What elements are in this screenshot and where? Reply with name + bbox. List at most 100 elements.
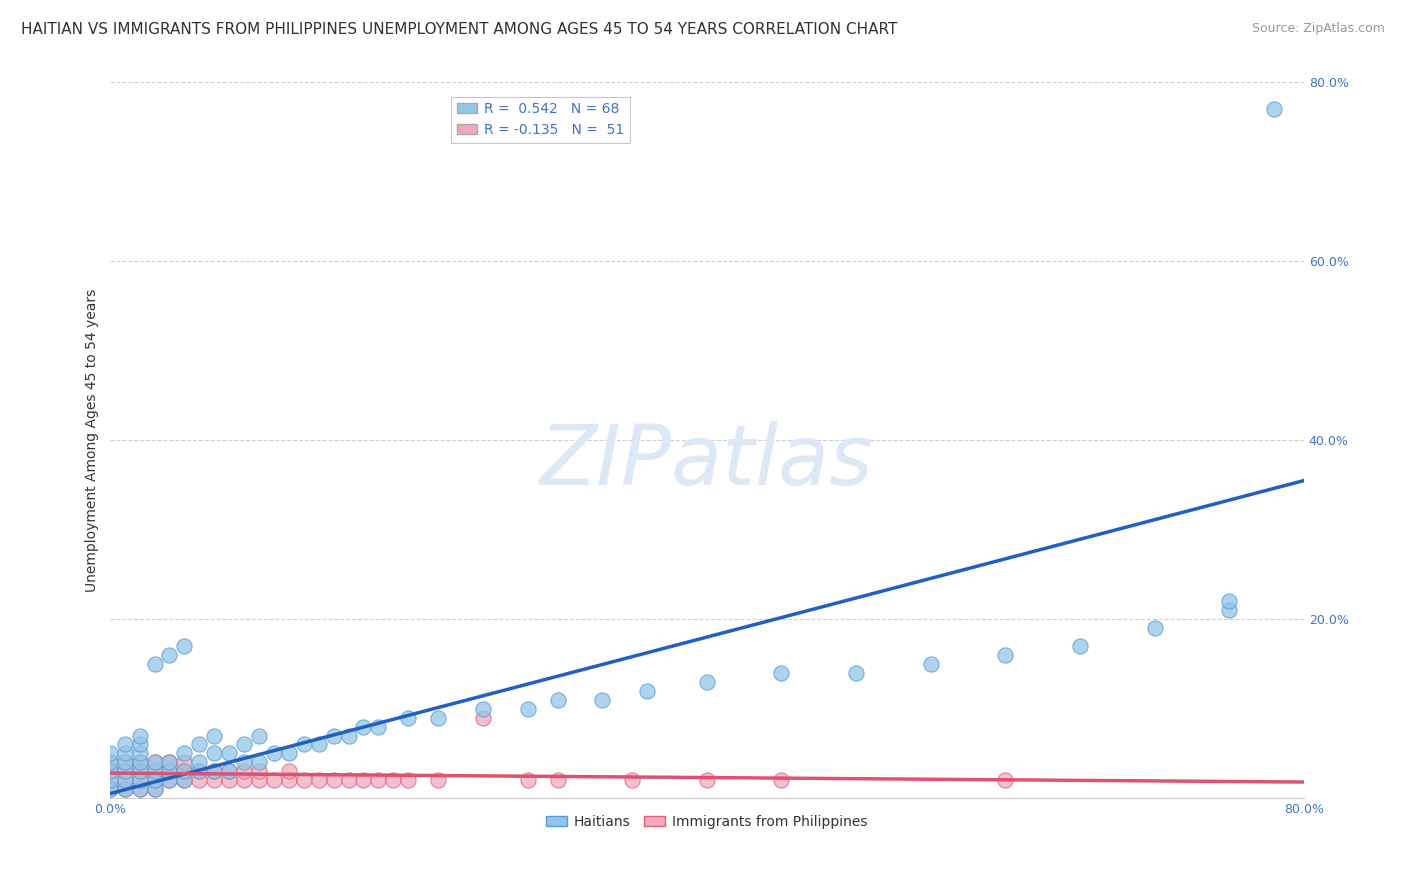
Point [202,764,225,779]
Point [770,665,793,680]
Point [173,639,195,653]
Point [173,764,195,779]
Point [188,764,211,779]
Point [98,773,121,788]
Point [547,773,569,788]
Point [516,701,538,715]
Point [263,747,285,761]
Legend: Haitians, Immigrants from Philippines: Haitians, Immigrants from Philippines [540,809,873,834]
Point [636,683,658,698]
Point [845,665,868,680]
Point [98,756,121,770]
Point [247,729,270,743]
Point [114,747,136,761]
Point [173,773,195,788]
Point [159,756,181,770]
Point [98,782,121,797]
Point [353,720,375,734]
Point [114,756,136,770]
Point [1143,621,1166,635]
Point [263,773,285,788]
Point [128,782,150,797]
Point [188,756,211,770]
Point [114,756,136,770]
Point [98,747,121,761]
Point [114,773,136,788]
Point [114,764,136,779]
Point [396,711,419,725]
Point [98,782,121,797]
Point [159,764,181,779]
Point [143,756,166,770]
Point [696,773,718,788]
Point [322,773,344,788]
Point [621,773,644,788]
Point [143,773,166,788]
Point [382,773,405,788]
Point [308,773,330,788]
Point [547,692,569,706]
Point [159,764,181,779]
Point [173,773,195,788]
Point [696,674,718,689]
Point [770,773,793,788]
Point [1218,594,1240,608]
Point [188,738,211,752]
Point [173,747,195,761]
Point [247,764,270,779]
Point [128,782,150,797]
Point [98,756,121,770]
Point [367,773,389,788]
Point [367,720,389,734]
Y-axis label: Unemployment Among Ages 45 to 54 years: Unemployment Among Ages 45 to 54 years [86,289,100,592]
Point [994,648,1017,662]
Point [114,738,136,752]
Point [427,773,450,788]
Point [247,773,270,788]
Point [128,756,150,770]
Point [128,747,150,761]
Point [128,773,150,788]
Point [277,764,299,779]
Point [159,648,181,662]
Point [1218,603,1240,617]
Point [427,711,450,725]
Point [173,756,195,770]
Point [218,764,240,779]
Point [218,747,240,761]
Point [143,756,166,770]
Point [128,764,150,779]
Point [128,764,150,779]
Point [308,738,330,752]
Point [98,764,121,779]
Point [114,764,136,779]
Point [322,729,344,743]
Point [277,747,299,761]
Point [292,738,315,752]
Point [233,756,256,770]
Point [202,729,225,743]
Point [218,773,240,788]
Point [920,657,942,671]
Point [202,764,225,779]
Point [188,764,211,779]
Point [114,782,136,797]
Point [188,773,211,788]
Point [247,756,270,770]
Point [98,773,121,788]
Point [143,764,166,779]
Point [337,729,360,743]
Point [337,773,360,788]
Point [143,782,166,797]
Point [1069,639,1091,653]
Point [128,729,150,743]
Text: Source: ZipAtlas.com: Source: ZipAtlas.com [1251,22,1385,36]
Point [233,764,256,779]
Point [114,782,136,797]
Point [114,773,136,788]
Point [128,738,150,752]
Point [233,738,256,752]
Point [516,773,538,788]
Point [98,764,121,779]
Point [1263,103,1285,117]
